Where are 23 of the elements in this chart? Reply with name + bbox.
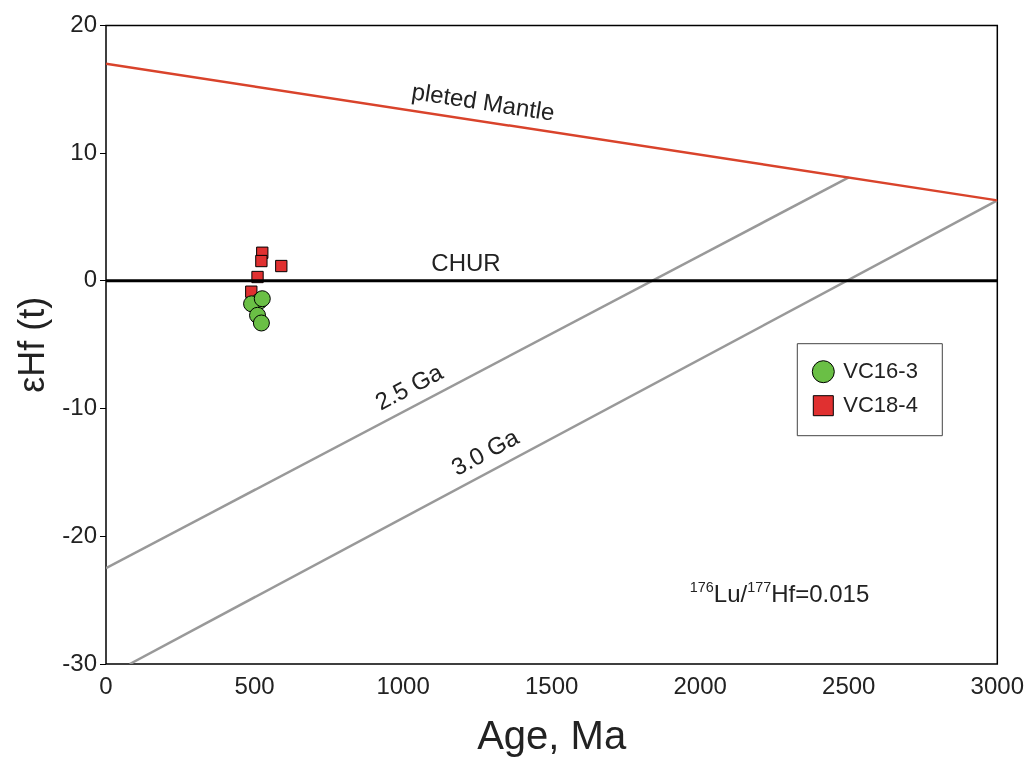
x-tick-label: 3000 [970, 672, 1024, 700]
x-tick-label: 500 [234, 672, 275, 700]
point [252, 314, 270, 332]
y-tick-label: -10 [62, 393, 97, 421]
ref-line-label: CHUR [431, 249, 501, 277]
text: 2.5 Ga [370, 357, 448, 416]
legend-label: VC16-3 [843, 357, 918, 383]
point [275, 259, 288, 273]
x-tick-label: 1000 [376, 672, 430, 700]
x-tick-label: 2500 [822, 672, 876, 700]
y-tick-label: -20 [62, 520, 97, 548]
y-axis-title: εHf (t) [10, 296, 52, 393]
x-axis-title: Age, Ma [477, 713, 627, 758]
point [255, 254, 268, 268]
text: 3.0 Ga [446, 422, 524, 481]
y-tick-label: 0 [83, 265, 97, 293]
legend-label: VC18-4 [843, 391, 918, 417]
text: pleted Mantle [410, 77, 557, 126]
y-tick-label: -30 [62, 648, 97, 676]
y-tick-label: 20 [70, 10, 97, 38]
x-tick-label: 1500 [524, 672, 579, 700]
y-tick-label: 10 [70, 137, 97, 165]
x-tick-label: 2000 [673, 672, 727, 700]
